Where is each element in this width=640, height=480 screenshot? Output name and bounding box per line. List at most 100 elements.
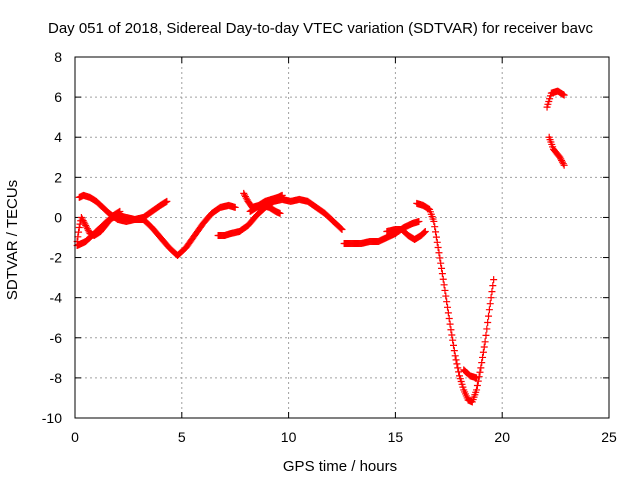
data-point bbox=[433, 238, 441, 246]
data-point bbox=[241, 191, 249, 199]
grid bbox=[75, 57, 609, 418]
data-point bbox=[480, 343, 488, 351]
data-point bbox=[558, 156, 566, 164]
data-point bbox=[432, 228, 440, 236]
y-tick-label: -4 bbox=[50, 290, 63, 306]
data-point bbox=[83, 225, 91, 233]
data-point bbox=[163, 197, 171, 205]
data-point bbox=[485, 312, 493, 320]
data-point bbox=[559, 160, 567, 168]
data-point bbox=[438, 270, 446, 278]
y-tick-label: -8 bbox=[50, 370, 63, 386]
chart-title: Day 051 of 2018, Sidereal Day-to-day VTE… bbox=[48, 20, 593, 37]
data-point bbox=[481, 338, 489, 346]
series-track-8 bbox=[383, 225, 429, 244]
data-point bbox=[449, 341, 457, 349]
y-tick-label: 4 bbox=[54, 129, 62, 145]
data-point bbox=[453, 360, 461, 368]
data-point bbox=[75, 223, 83, 231]
data-point bbox=[476, 368, 484, 376]
axis-ticks bbox=[74, 56, 610, 419]
data-point bbox=[438, 264, 446, 272]
series-track-3 bbox=[73, 207, 124, 246]
data-point bbox=[116, 207, 124, 215]
data-point bbox=[80, 218, 88, 226]
data-point bbox=[82, 221, 90, 229]
data-point bbox=[430, 217, 438, 225]
data-point bbox=[420, 229, 428, 237]
data-point bbox=[443, 298, 451, 306]
data-point bbox=[556, 153, 564, 161]
data-point bbox=[479, 353, 487, 361]
tick-labels: 0 5 10 15 20 25 -10 -8 -6 -4 -2 0 2 4 6 8 bbox=[42, 49, 617, 445]
data-point bbox=[487, 294, 495, 302]
y-tick-label: 8 bbox=[54, 49, 62, 65]
data-point bbox=[483, 325, 491, 333]
data-point bbox=[484, 319, 492, 327]
data-point bbox=[452, 356, 460, 364]
x-axis-label: GPS time / hours bbox=[283, 458, 397, 475]
data-point bbox=[449, 336, 457, 344]
series-track-4 bbox=[214, 195, 346, 239]
data-point bbox=[444, 303, 452, 311]
data-point bbox=[74, 233, 82, 241]
data-point bbox=[241, 193, 249, 201]
data-point bbox=[490, 276, 498, 284]
data-point bbox=[488, 288, 496, 296]
data-point bbox=[446, 320, 454, 328]
data-point bbox=[454, 364, 462, 372]
data-point bbox=[231, 203, 239, 211]
x-tick-label: 25 bbox=[601, 429, 617, 445]
x-tick-label: 15 bbox=[388, 429, 404, 445]
data-point bbox=[482, 331, 490, 339]
data-point bbox=[79, 217, 87, 225]
data-point bbox=[479, 348, 487, 356]
data-point bbox=[432, 233, 440, 241]
data-point bbox=[441, 286, 449, 294]
x-tick-label: 20 bbox=[494, 429, 510, 445]
series-track-11 bbox=[543, 87, 568, 111]
data-point bbox=[337, 225, 345, 233]
series-track-7 bbox=[340, 217, 423, 248]
data-point bbox=[448, 331, 456, 339]
series-track-10 bbox=[460, 366, 481, 382]
data-point bbox=[431, 223, 439, 231]
data-point bbox=[450, 347, 458, 355]
data-point bbox=[444, 309, 452, 317]
series-track-12 bbox=[545, 133, 568, 169]
data-point bbox=[421, 227, 429, 235]
data-point bbox=[455, 368, 463, 376]
data-point bbox=[439, 275, 447, 283]
y-axis-label: SDTVAR / TECUs bbox=[4, 180, 21, 300]
x-tick-label: 10 bbox=[281, 429, 297, 445]
series-track-6 bbox=[246, 201, 284, 217]
data-point bbox=[81, 220, 89, 228]
data-point bbox=[489, 282, 497, 290]
data-point bbox=[77, 213, 85, 221]
data-point bbox=[437, 259, 445, 267]
data-point bbox=[485, 306, 493, 314]
data-point bbox=[415, 217, 423, 225]
data-point bbox=[473, 386, 481, 394]
data-point bbox=[478, 359, 486, 367]
data-point bbox=[278, 191, 286, 199]
data-point bbox=[486, 300, 494, 308]
data-point bbox=[560, 161, 568, 169]
y-tick-label: 2 bbox=[54, 169, 62, 185]
data-point bbox=[78, 215, 86, 223]
data-point bbox=[560, 91, 568, 99]
data-point bbox=[557, 155, 565, 163]
data-point bbox=[451, 352, 459, 360]
data-point bbox=[436, 254, 444, 262]
data-point bbox=[447, 326, 455, 334]
x-tick-label: 5 bbox=[178, 429, 186, 445]
data-point bbox=[477, 364, 485, 372]
data-point bbox=[240, 189, 248, 197]
data-point bbox=[435, 249, 443, 257]
y-tick-label: 0 bbox=[54, 209, 62, 225]
data-point bbox=[420, 228, 428, 236]
data-point bbox=[473, 382, 481, 390]
data-point bbox=[445, 315, 453, 323]
y-tick-label: -2 bbox=[50, 250, 63, 266]
